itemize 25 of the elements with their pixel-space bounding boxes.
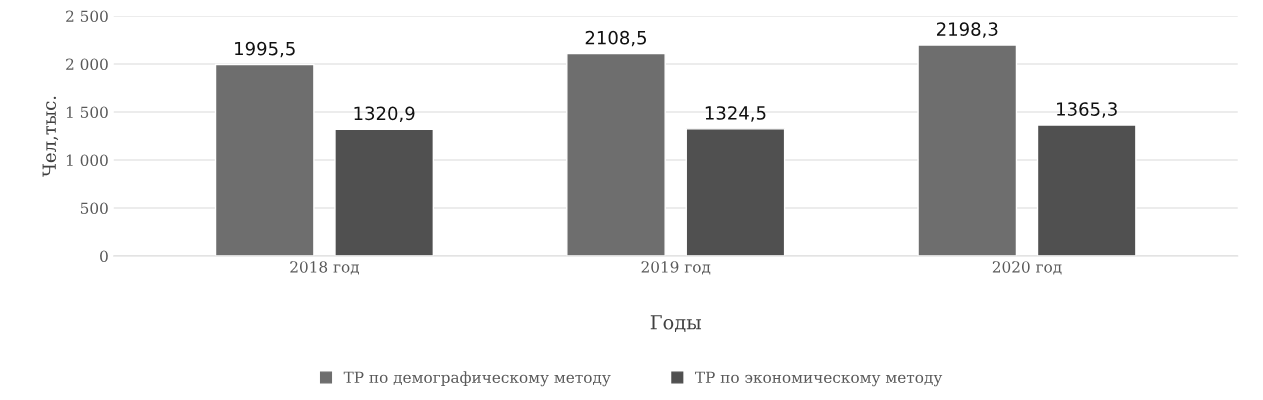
x-tick-label: 2020 год xyxy=(992,261,1062,275)
data-label: 1320,9 xyxy=(354,106,415,122)
legend-label: ТР по демографическому методу xyxy=(343,371,611,387)
y-tick-label: 2 000 xyxy=(66,58,108,71)
x-axis-title: Годы xyxy=(650,315,702,332)
y-axis-title: Чел,тыс. xyxy=(42,96,59,177)
data-label: 2108,5 xyxy=(585,30,646,47)
y-tick-label: 2 500 xyxy=(66,10,108,23)
y-tick-label: 0 xyxy=(100,250,108,263)
bar xyxy=(334,128,435,256)
legend-label: ТР по экономическому методу xyxy=(695,371,943,387)
data-label: 2198,3 xyxy=(937,22,998,38)
bar xyxy=(917,44,1018,256)
data-label: 1995,5 xyxy=(235,41,295,58)
bar xyxy=(685,128,786,256)
y-tick-label: 1 000 xyxy=(66,154,108,167)
data-label: 1365,3 xyxy=(1057,102,1117,118)
x-tick-label: 2018 год xyxy=(290,261,359,275)
data-label: 1324,5 xyxy=(705,106,766,122)
y-tick-label: 500 xyxy=(80,202,108,215)
x-tick-label: 2019 год xyxy=(641,261,711,275)
y-tick-label: 1 500 xyxy=(66,106,108,119)
bar xyxy=(214,63,315,256)
bar xyxy=(566,52,666,256)
bar xyxy=(1036,124,1137,256)
